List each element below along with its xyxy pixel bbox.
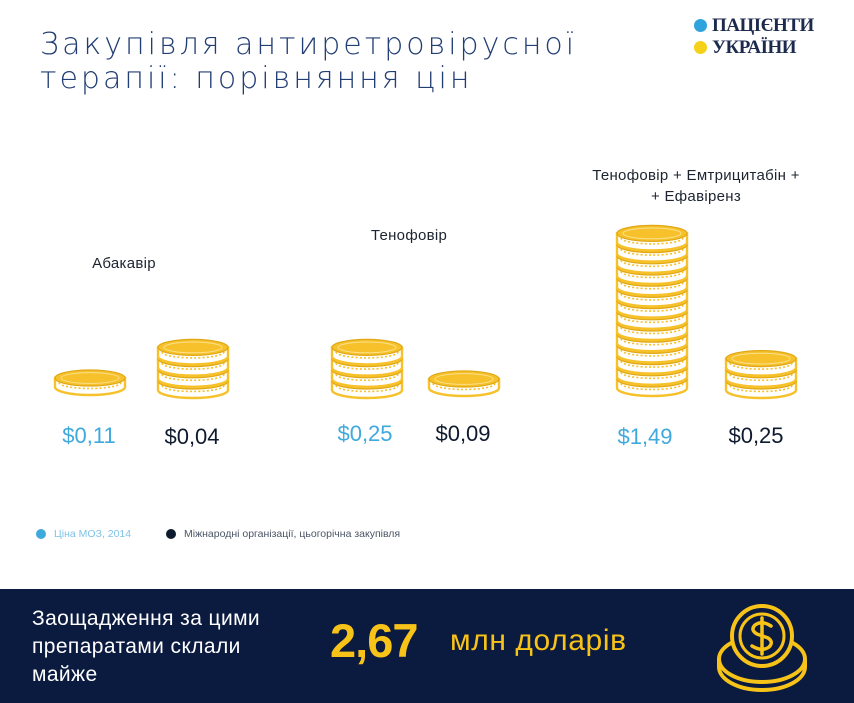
logo-dot-blue [694,19,707,32]
coin-stack-intl-2 [427,370,501,398]
coin-icon [156,338,230,366]
legend-item-moz: Ціна МОЗ, 2014 [36,528,131,540]
price-intl-tenofovir: $0,09 [435,421,491,446]
category-label-combination-line-1: Тенофовір + Емтрицитабін + [592,167,800,184]
coin-stack-intl-1 [156,338,230,400]
coin-stack-moz-2 [330,338,404,400]
category-label-combination: Тенофовір + Емтрицитабін + + Ефавіренз [566,165,826,207]
savings-value: 2,67 [330,614,418,667]
title-line-2: терапії: порівняння цін [40,61,473,96]
legend-dot-intl [166,529,176,539]
coin-icon [724,350,798,377]
coin-icon [427,370,501,398]
coin-stack-moz-3 [615,224,689,398]
savings-text-line-3: майже [32,663,98,686]
price-moz-tenofovir: $0,25 [337,421,393,446]
logo-dot-yellow [694,41,707,54]
legend-item-intl: Міжнародні організації, цьогорічна закуп… [166,528,400,540]
coin-stacks-chart [53,224,798,400]
price-moz-combination: $1,49 [617,424,673,449]
legend-dot-moz [36,529,46,539]
savings-text-line-1: Заощадження за цими [32,607,261,630]
legend-label-moz: Ціна МОЗ, 2014 [54,528,132,540]
category-label-combination-line-2: + Ефавіренз [650,188,742,205]
dollar-coin-icon [717,604,807,692]
coin-stack-intl-3 [724,350,798,400]
coin-stack-moz-1 [53,369,127,397]
coin-icon [615,224,689,252]
page-title: Закупівля антиретровірусної терапії: пор… [40,28,577,96]
title-line-1: Закупівля антиретровірусної [40,27,578,62]
coin-icon [53,369,127,397]
category-label-abacavir: Абакавір [92,255,156,272]
category-label-tenofovir: Тенофовір [370,227,448,244]
logo-text-line-1: ПАЦІЄНТИ [712,15,814,36]
coin-icon [330,338,404,366]
legend-label-intl: Міжнародні організації, цьогорічна закуп… [184,528,401,540]
price-moz-abacavir: $0,11 [62,423,116,448]
price-intl-abacavir: $0,04 [164,424,220,449]
savings-text: Заощадження за цими препаратами склали м… [32,605,260,689]
savings-unit: млн доларів [450,624,627,657]
savings-banner: Заощадження за цими препаратами склали м… [0,589,854,703]
savings-text-line-2: препаратами склали [32,635,241,658]
logo-text-line-2: УКРАЇНИ [712,37,797,58]
price-intl-combination: $0,25 [728,423,784,448]
logo: ПАЦІЄНТИ УКРАЇНИ [694,16,824,58]
